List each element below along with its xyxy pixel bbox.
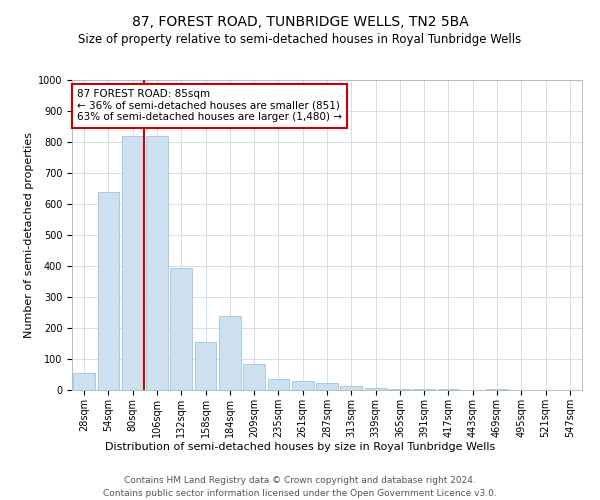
Bar bbox=[340, 386, 362, 390]
Bar bbox=[389, 389, 411, 390]
Text: Distribution of semi-detached houses by size in Royal Tunbridge Wells: Distribution of semi-detached houses by … bbox=[105, 442, 495, 452]
Bar bbox=[97, 192, 119, 390]
Text: Contains HM Land Registry data © Crown copyright and database right 2024.: Contains HM Land Registry data © Crown c… bbox=[124, 476, 476, 485]
Bar bbox=[365, 388, 386, 390]
Bar bbox=[122, 136, 143, 390]
Bar bbox=[243, 364, 265, 390]
Bar bbox=[219, 316, 241, 390]
Y-axis label: Number of semi-detached properties: Number of semi-detached properties bbox=[23, 132, 34, 338]
Bar bbox=[73, 373, 95, 390]
Bar bbox=[413, 389, 435, 390]
Text: Size of property relative to semi-detached houses in Royal Tunbridge Wells: Size of property relative to semi-detach… bbox=[79, 32, 521, 46]
Bar bbox=[170, 268, 192, 390]
Text: 87, FOREST ROAD, TUNBRIDGE WELLS, TN2 5BA: 87, FOREST ROAD, TUNBRIDGE WELLS, TN2 5B… bbox=[131, 15, 469, 29]
Bar bbox=[486, 389, 508, 390]
Text: Contains public sector information licensed under the Open Government Licence v3: Contains public sector information licen… bbox=[103, 489, 497, 498]
Bar bbox=[292, 382, 314, 390]
Bar bbox=[194, 342, 217, 390]
Bar bbox=[146, 136, 168, 390]
Text: 87 FOREST ROAD: 85sqm
← 36% of semi-detached houses are smaller (851)
63% of sem: 87 FOREST ROAD: 85sqm ← 36% of semi-deta… bbox=[77, 90, 342, 122]
Bar bbox=[268, 379, 289, 390]
Bar bbox=[316, 383, 338, 390]
